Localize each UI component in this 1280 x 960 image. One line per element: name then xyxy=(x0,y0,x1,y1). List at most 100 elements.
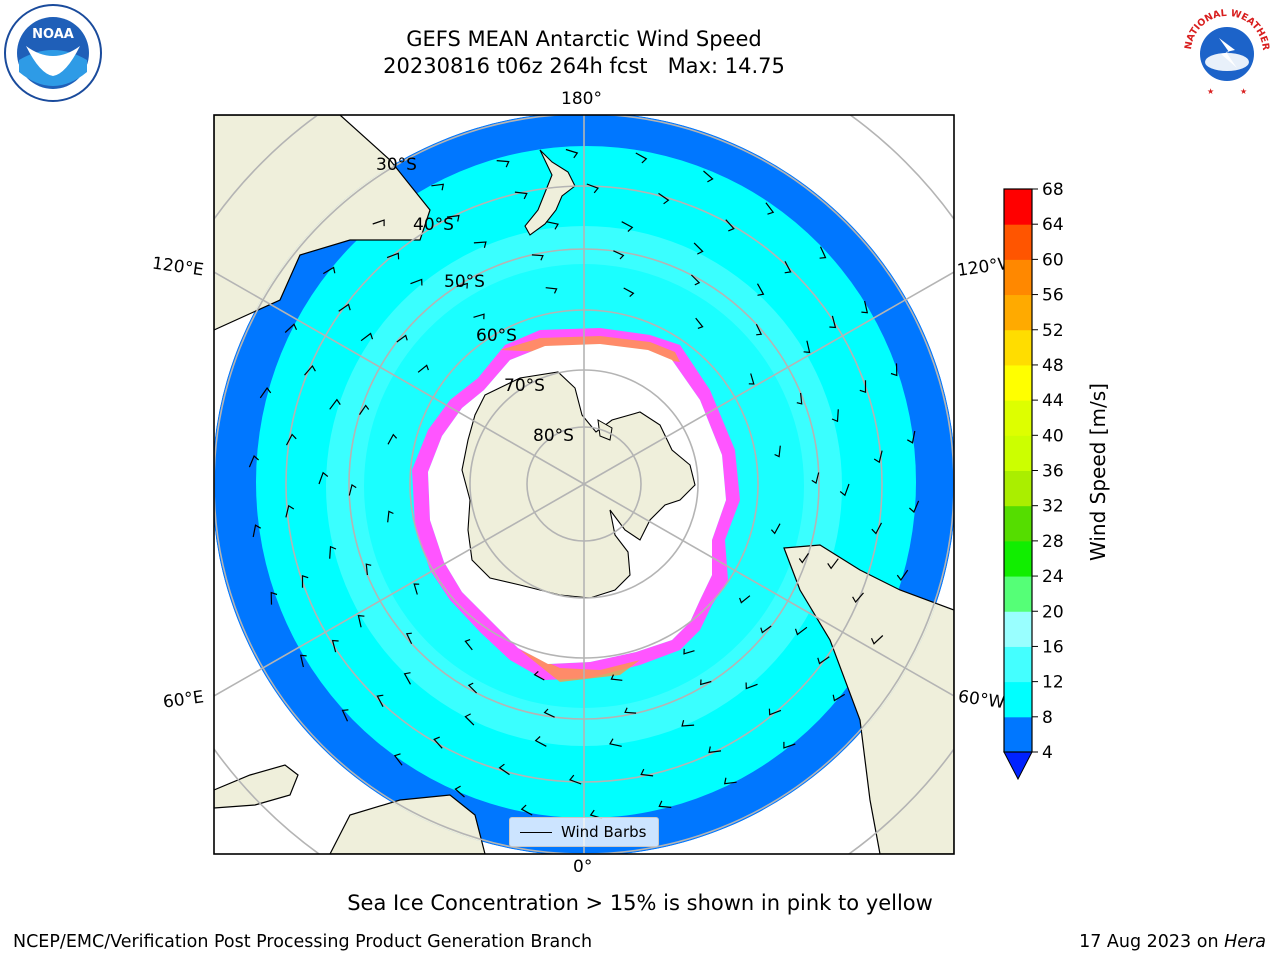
wind-barb xyxy=(708,746,722,754)
colorbar-tick-label: 52 xyxy=(1042,321,1064,341)
wind-barb xyxy=(318,471,329,485)
colorbar-tick-label: 16 xyxy=(1042,637,1064,657)
wind-barb xyxy=(304,364,316,376)
colorbar-segment xyxy=(1004,576,1032,612)
wind-barb xyxy=(456,282,468,289)
colorbar-tick-label: 24 xyxy=(1042,567,1064,587)
lon-label-0: 0° xyxy=(573,857,593,877)
colorbar-segment xyxy=(1004,540,1032,577)
wind-barb xyxy=(613,250,625,260)
wind-barb xyxy=(565,148,579,159)
wind-barb xyxy=(624,707,637,714)
wind-barb xyxy=(817,656,830,665)
wind-barb xyxy=(514,191,528,200)
graticule xyxy=(214,115,954,854)
wind-barb xyxy=(259,386,272,399)
colorbar-tick-label: 68 xyxy=(1042,180,1064,200)
wind-barb xyxy=(464,713,475,726)
wind-barb xyxy=(454,785,465,798)
wind-barb xyxy=(322,266,336,275)
wind-barb xyxy=(609,738,622,747)
colorbar-tick-label: 8 xyxy=(1042,708,1053,728)
wind-barb xyxy=(770,523,781,535)
wind-barb xyxy=(496,160,510,168)
wind-barb xyxy=(640,768,654,777)
wind-barb xyxy=(756,283,765,296)
colorbar-segment xyxy=(1004,189,1032,225)
wind-barb xyxy=(446,214,460,222)
wind-barb xyxy=(531,254,544,261)
wind-barb xyxy=(859,380,867,394)
lat-label-50s: 50°S xyxy=(444,272,485,292)
wind-barb xyxy=(464,639,473,651)
wind-barb xyxy=(285,433,297,446)
wind-barb xyxy=(783,741,796,749)
wind-barb xyxy=(372,219,385,227)
wind-barb xyxy=(433,736,443,749)
colorbar-tick-label: 36 xyxy=(1042,462,1064,482)
colorbar-segment xyxy=(1004,259,1032,296)
colorbar-segment xyxy=(1004,470,1032,507)
colorbar-tick-label: 28 xyxy=(1042,532,1064,552)
wind-barb xyxy=(896,569,909,582)
wind-barb xyxy=(739,595,751,604)
wind-barb xyxy=(831,409,839,423)
wind-barb xyxy=(473,313,485,320)
wind-barb xyxy=(621,221,634,232)
wind-barb xyxy=(811,472,820,485)
wind-barb xyxy=(473,241,487,248)
wind-barb xyxy=(658,800,672,808)
wind-barb xyxy=(545,287,558,294)
wind-barb xyxy=(586,183,599,194)
wind-barb xyxy=(784,261,792,274)
wind-barb xyxy=(534,736,547,747)
colorbar-segment xyxy=(1004,435,1032,471)
wind-barb xyxy=(871,522,883,535)
wind-barb xyxy=(748,373,755,385)
colorbar-segment xyxy=(1004,400,1032,436)
wind-barb xyxy=(546,221,559,230)
colorbar-segment xyxy=(1004,364,1032,401)
lon-label-180: 180° xyxy=(561,89,602,109)
legend-wind-barb-line xyxy=(520,832,552,833)
colorbar-segment xyxy=(1004,646,1032,683)
wind-barb xyxy=(658,192,670,205)
wind-barb xyxy=(798,553,809,564)
wind-barb xyxy=(413,583,420,595)
noaa-logo-text: NOAA xyxy=(32,27,74,42)
wind-barb xyxy=(700,679,712,686)
footer-branch: NCEP/EMC/Verification Post Processing Pr… xyxy=(13,932,593,952)
wind-barb xyxy=(410,278,423,286)
lat-label-30s: 30°S xyxy=(376,155,417,175)
wind-barb xyxy=(832,693,846,702)
svg-text:★: ★ xyxy=(1240,87,1247,96)
wind-barb xyxy=(907,430,916,444)
wind-barb xyxy=(690,274,701,286)
wind-barb xyxy=(768,708,782,716)
wind-barb xyxy=(890,363,898,377)
wind-barb xyxy=(610,674,623,681)
colorbar-segment xyxy=(1004,294,1032,331)
wind-barb xyxy=(386,252,400,260)
wind-barb xyxy=(909,500,920,514)
colorbar-segment xyxy=(1004,681,1032,718)
wind-barb xyxy=(338,303,351,312)
wind-barb xyxy=(341,709,349,722)
wind-barb xyxy=(829,315,837,329)
wind-barb xyxy=(873,450,883,464)
wind-barb xyxy=(348,483,357,496)
wind-barb xyxy=(765,202,775,215)
wind-barb xyxy=(270,591,278,605)
wind-barb xyxy=(683,648,695,655)
colorbar-label: Wind Speed [m/s] xyxy=(1086,383,1110,561)
colorbar-tick-label: 44 xyxy=(1042,391,1064,411)
land-madagascar xyxy=(214,764,299,809)
map-title: GEFS MEAN Antarctic Wind Speed xyxy=(406,27,762,51)
wind-barb xyxy=(861,300,869,314)
colorbar-segment xyxy=(1004,611,1032,647)
wind-barb xyxy=(774,445,781,458)
wind-barb xyxy=(331,639,339,653)
wind-barb xyxy=(543,708,555,718)
wind-barb xyxy=(405,632,413,644)
